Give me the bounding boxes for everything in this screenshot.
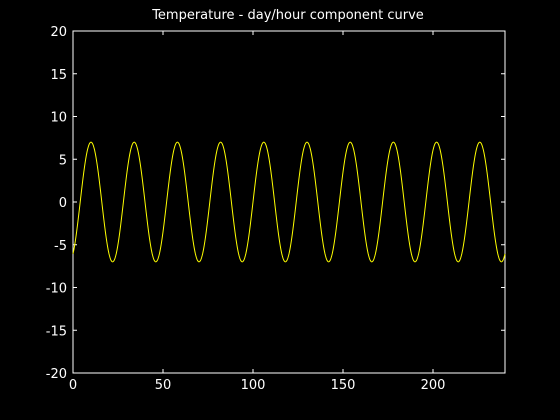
y-tick-label: -15 [46,324,67,339]
x-tick-label: 150 [331,378,356,393]
y-tick-label: 10 [50,111,67,126]
x-axis: 0 50 100 150 200 [69,31,446,393]
y-tick-label: -20 [46,367,67,382]
y-tick-label: -10 [46,282,67,297]
x-tick-label: 50 [155,378,172,393]
y-axis: -20 -15 -10 -5 0 5 10 15 20 [46,25,505,382]
x-tick-label: 100 [241,378,266,393]
plot-area: 0 50 100 150 200 -20 -15 -10 -5 0 5 10 15 20 [46,25,506,393]
x-tick-label: 0 [69,378,77,393]
x-tick-label: 200 [421,378,446,393]
series-group [72,141,506,263]
y-tick-label: -5 [54,239,67,254]
y-tick-label: 15 [50,68,67,83]
y-tick-label: 20 [50,25,67,40]
series-line [72,141,506,263]
y-tick-label: 0 [59,196,67,211]
chart-title: Temperature - day/hour component curve [151,8,424,23]
y-tick-label: 5 [59,153,67,168]
